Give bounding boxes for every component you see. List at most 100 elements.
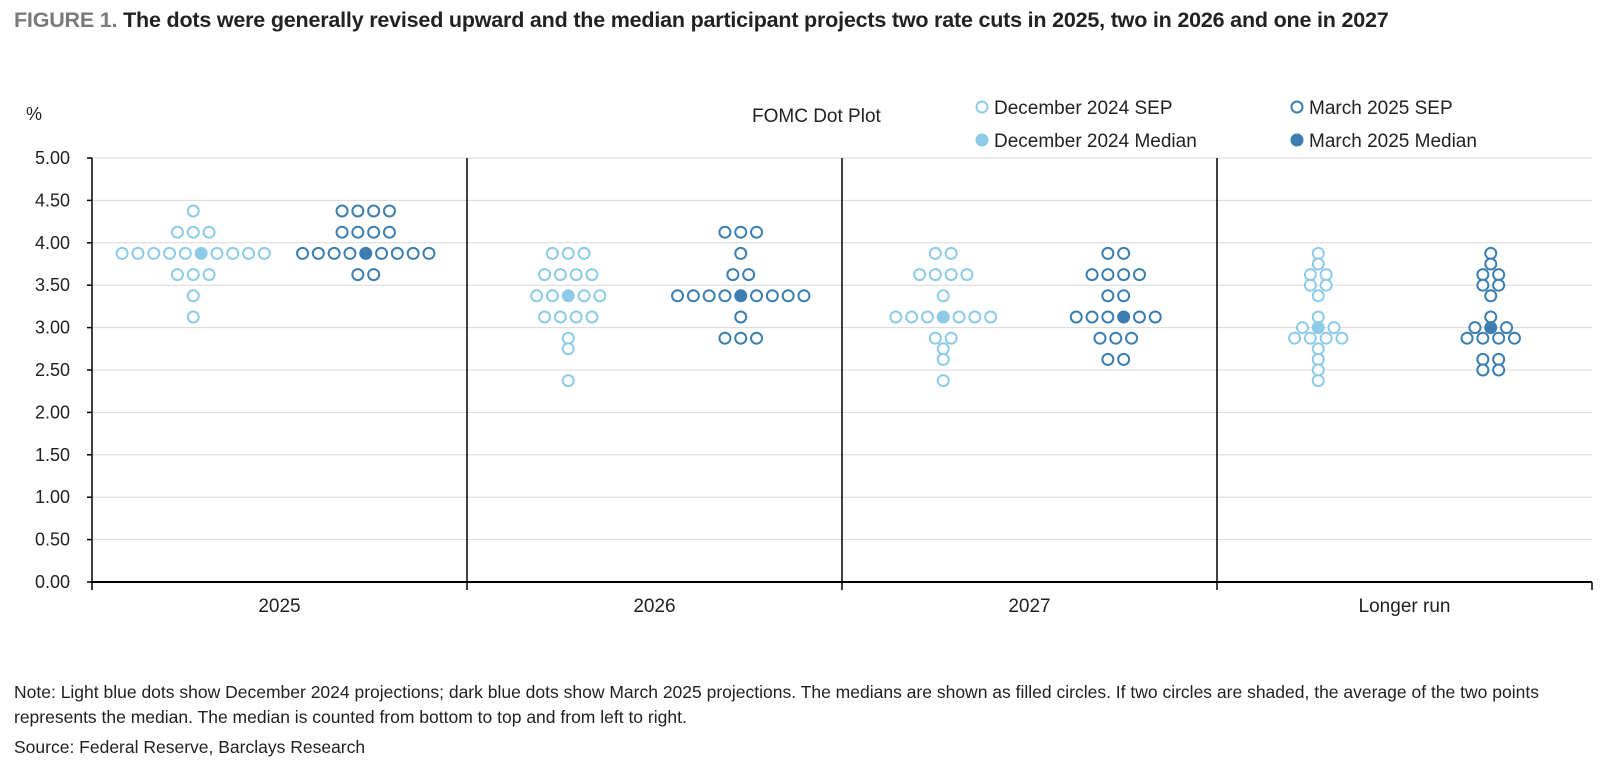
march-dot [406, 246, 420, 260]
december-dot [538, 310, 552, 324]
december-dot [936, 352, 950, 366]
march-dot [382, 204, 396, 218]
december-dot [202, 268, 216, 282]
march-dot [1484, 289, 1498, 303]
y-tick-label: 0.00 [35, 572, 70, 592]
december-dot [585, 268, 599, 282]
march-dot [1507, 331, 1521, 345]
march-dot [367, 268, 381, 282]
december-median-dot [561, 289, 575, 303]
legend-label: March 2025 SEP [1309, 98, 1453, 119]
march-dot [750, 225, 764, 239]
source-text: Source: Federal Reserve, Barclays Resear… [14, 737, 366, 757]
chart-title: FOMC Dot Plot [752, 106, 882, 127]
december-dot [1311, 363, 1325, 377]
december-dot [1288, 331, 1302, 345]
march-dot [1069, 310, 1083, 324]
december-dot [1335, 331, 1349, 345]
march-dot [1492, 331, 1506, 345]
march-dot [734, 225, 748, 239]
december-dot [1319, 278, 1333, 292]
december-dot [257, 246, 271, 260]
march-dot [296, 246, 310, 260]
y-tick-label: 4.00 [35, 233, 70, 253]
march-dot [1101, 268, 1115, 282]
march-dot [1492, 363, 1506, 377]
december-dot [920, 310, 934, 324]
march-dot [1484, 257, 1498, 271]
legend: December 2024 SEP March 2025 SEP December … [975, 98, 1477, 152]
march-dot [1492, 268, 1506, 282]
december-dot [131, 246, 145, 260]
december-dot [593, 289, 607, 303]
legend-marker [975, 100, 989, 114]
march-dot [1476, 268, 1490, 282]
march-dot [686, 289, 700, 303]
december-dot [952, 310, 966, 324]
december-dot [569, 310, 583, 324]
december-dot [577, 246, 591, 260]
december-dot [561, 246, 575, 260]
march-dot [750, 331, 764, 345]
y-tick-label: 4.50 [35, 190, 70, 210]
march-dot [351, 204, 365, 218]
december-dot [186, 289, 200, 303]
march-median-dot [734, 289, 748, 303]
december-dot [561, 331, 575, 345]
december-dot [1295, 321, 1309, 335]
march-dot [1132, 310, 1146, 324]
axes: 0.00 0.50 1.00 1.50 2.00 2.50 3.00 3.50 4.00 4.50… [35, 148, 1593, 617]
march-dot [718, 331, 732, 345]
december-dot [960, 268, 974, 282]
december-dot [936, 342, 950, 356]
y-tick-label: 2.00 [35, 402, 70, 422]
december-dot [944, 268, 958, 282]
march-dot [702, 289, 716, 303]
december-median-dot [1311, 321, 1325, 335]
march-median-dot [1117, 310, 1131, 324]
december-dot [1311, 342, 1325, 356]
march-dot [718, 289, 732, 303]
december-dot [577, 289, 591, 303]
march-dot [1484, 246, 1498, 260]
y-axis-label: % [26, 104, 42, 124]
march-dot [367, 225, 381, 239]
legend-label: December 2024 SEP [994, 98, 1173, 119]
december-dot [147, 246, 161, 260]
december-dot [1303, 331, 1317, 345]
march-dot [1093, 331, 1107, 345]
march-dot [765, 289, 779, 303]
x-tick-label: 2025 [258, 596, 300, 617]
december-dot [226, 246, 240, 260]
march-dot [1101, 352, 1115, 366]
march-dot [734, 246, 748, 260]
march-dot [311, 246, 325, 260]
december-dot [186, 268, 200, 282]
march-dot [1109, 331, 1123, 345]
march-dot [1117, 289, 1131, 303]
legend-marker [1290, 100, 1304, 114]
december-dot [928, 268, 942, 282]
december-dot [1327, 321, 1341, 335]
december-dot [202, 225, 216, 239]
march-dot [1468, 321, 1482, 335]
december-dot [1303, 268, 1317, 282]
march-dot [742, 268, 756, 282]
december-dot [1311, 310, 1325, 324]
y-tick-label: 3.00 [35, 318, 70, 338]
december-dot [936, 289, 950, 303]
march-dot [1085, 268, 1099, 282]
december-dot [186, 204, 200, 218]
fomc-dot-plot-chart: 0.00 0.50 1.00 1.50 2.00 2.50 3.00 3.50 4.00 4.50… [26, 98, 1593, 617]
december-dot [1311, 289, 1325, 303]
march-dot [726, 268, 740, 282]
december-dot [170, 268, 184, 282]
december-dot [889, 310, 903, 324]
december-dot [968, 310, 982, 324]
march-dot [1132, 268, 1146, 282]
december-median-dot [936, 310, 950, 324]
y-tick-label: 2.50 [35, 360, 70, 380]
dots [115, 204, 1521, 388]
march-dot [1101, 310, 1115, 324]
march-median-dot [359, 246, 373, 260]
